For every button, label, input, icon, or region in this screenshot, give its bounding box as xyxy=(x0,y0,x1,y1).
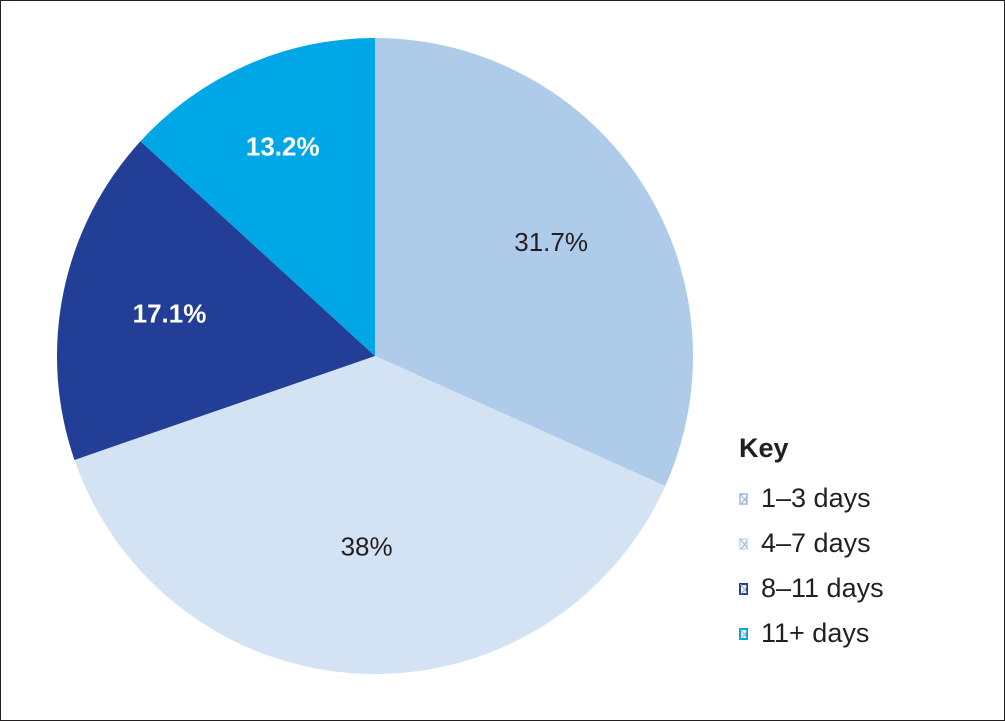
pie-slice-4 xyxy=(140,38,375,356)
slice-label-1: 31.7% xyxy=(514,227,588,257)
legend-item-11-plus-days: 11+ days xyxy=(739,611,884,656)
legend-swatch xyxy=(739,627,748,640)
legend-label: 4–7 days xyxy=(761,528,871,558)
legend-label: 1–3 days xyxy=(761,483,871,513)
pie-slice-2 xyxy=(74,356,666,674)
slice-label-4: 13.2% xyxy=(246,131,320,161)
pie-slice-1 xyxy=(375,38,693,486)
legend: Key 1–3 days 4–7 days 8–11 days 11+ days xyxy=(739,433,884,656)
legend-item-8-11-days: 8–11 days xyxy=(739,566,884,611)
slice-label-3: 17.1% xyxy=(133,298,207,328)
slice-label-2: 38% xyxy=(341,532,393,562)
pie-slice-3 xyxy=(57,141,375,460)
legend-label: 11+ days xyxy=(761,618,870,648)
legend-item-4-7-days: 4–7 days xyxy=(739,521,884,566)
legend-swatch xyxy=(739,582,748,595)
legend-swatch xyxy=(739,492,748,505)
legend-label: 8–11 days xyxy=(761,573,884,603)
legend-title: Key xyxy=(739,433,789,463)
legend-swatch xyxy=(739,537,748,550)
legend-item-1-3-days: 1–3 days xyxy=(739,476,884,521)
